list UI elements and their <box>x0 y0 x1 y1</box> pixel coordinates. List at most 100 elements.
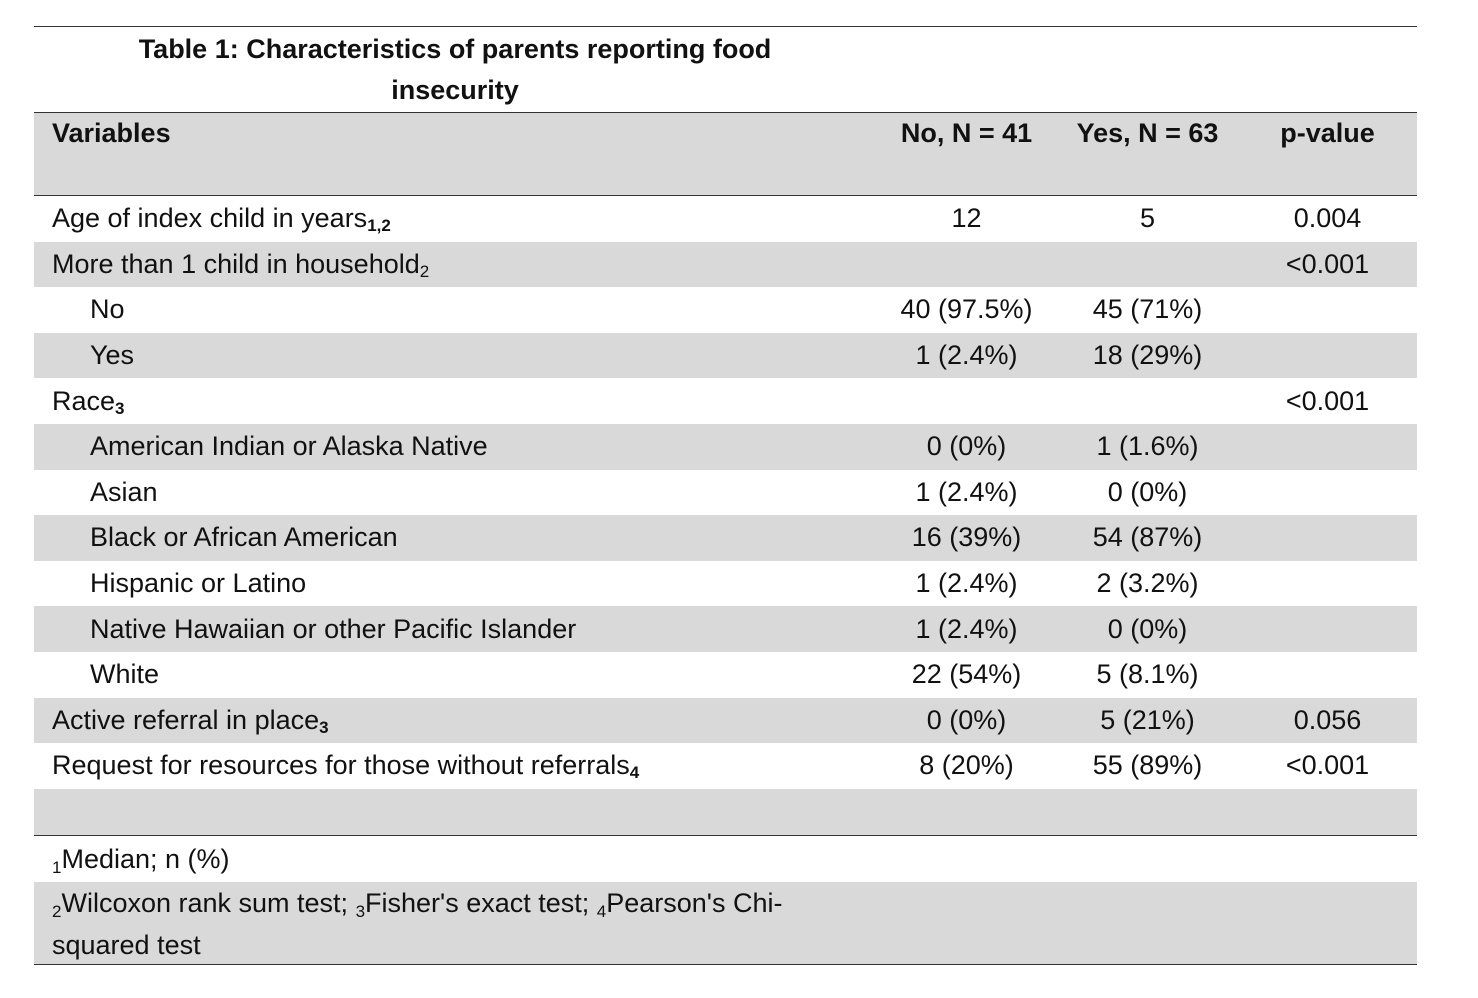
table-row: Black or African American 16 (39%) 54 (87%… <box>34 515 1417 561</box>
table-blank-row <box>34 788 1417 836</box>
footnote-2-mark: 2 <box>52 902 62 921</box>
footnote-2-text: Wilcoxon rank sum test; <box>61 888 356 918</box>
table-title-cell: Table 1: Characteristics of parents repo… <box>34 26 876 113</box>
table-row: Yes 1 (2.4%) 18 (29%) <box>34 332 1417 379</box>
row-p-value: <0.001 <box>1285 750 1370 781</box>
table-body: Age of index child in years1,2 12 5 0.004 Mo… <box>34 196 1417 789</box>
row-p-value <box>1238 470 1417 516</box>
row-variable-cell: American Indian or Alaska Native <box>34 423 876 470</box>
footnote-1-mark: 1 <box>52 858 62 877</box>
row-footnote-mark: 4 <box>629 763 640 783</box>
header-yes: Yes, N = 63 <box>1057 112 1238 196</box>
footnote-3-text: Fisher's exact test; <box>365 888 597 918</box>
footnote-4-mark: 4 <box>596 902 607 921</box>
row-variable-cell: More than 1 child in household2 <box>34 241 876 288</box>
row-no-value: 0 (0%) <box>876 697 1057 744</box>
row-variable-label: Request for resources for those without … <box>52 750 630 781</box>
row-no-value: 1 (2.4%) <box>876 606 1057 652</box>
row-yes-value: 45 (71%) <box>1092 294 1203 325</box>
row-variable-label: Active referral in place <box>52 704 320 735</box>
row-variable-label: More than 1 child in household <box>52 248 420 279</box>
row-footnote-mark: 2 <box>419 261 430 281</box>
row-variable-cell: Asian <box>34 470 876 516</box>
row-yes-value: 0 (0%) <box>1107 476 1188 507</box>
footnote-2: 2Wilcoxon rank sum test; 3Fisher's exact… <box>34 882 1417 965</box>
row-yes-value: 2 (3.2%) <box>1096 568 1199 599</box>
row-yes-value: 55 (89%) <box>1092 750 1203 781</box>
table-row: Hispanic or Latino 1 (2.4%) 2 (3.2%) <box>34 561 1417 607</box>
row-yes-value: 5 (8.1%) <box>1096 659 1199 690</box>
row-yes-value <box>1057 378 1238 424</box>
row-no-value: 1 (2.4%) <box>915 476 1018 507</box>
row-no-value: 8 (20%) <box>919 750 1014 781</box>
row-footnote-mark: 3 <box>319 717 329 737</box>
table-row: Request for resources for those without … <box>34 743 1417 789</box>
row-p-value <box>1238 561 1417 607</box>
row-yes-value: 18 (29%) <box>1057 332 1238 379</box>
row-no-value <box>876 241 1057 288</box>
row-no-value <box>876 378 1057 424</box>
row-p-value <box>1238 332 1417 379</box>
row-p-value: <0.001 <box>1285 385 1370 416</box>
table-row: Native Hawaiian or other Pacific Islande… <box>34 606 1417 652</box>
row-variable-cell: Hispanic or Latino <box>34 561 876 607</box>
row-variable-cell: Age of index child in years1,2 <box>34 196 876 242</box>
table-row: Age of index child in years1,2 12 5 0.004 <box>34 196 1417 242</box>
row-variable-label: Native Hawaiian or other Pacific Islande… <box>90 613 577 644</box>
row-variable-cell: White <box>34 652 876 698</box>
row-variable-label: Hispanic or Latino <box>90 568 307 599</box>
header-p-value: p-value <box>1238 112 1417 196</box>
footnote-1-text: Median; n (%) <box>61 844 230 874</box>
row-yes-value: 1 (1.6%) <box>1057 423 1238 470</box>
table-row: More than 1 child in household2 <0.001 <box>34 241 1417 288</box>
row-p-value <box>1238 287 1417 333</box>
row-variable-cell: Race3 <box>34 378 876 424</box>
characteristics-table: Table 1: Characteristics of parents repo… <box>34 26 1417 836</box>
row-p-value: 0.056 <box>1238 697 1417 744</box>
row-footnote-mark: 1,2 <box>367 216 391 236</box>
row-p-value: <0.001 <box>1238 241 1417 288</box>
table-row: No 40 (97.5%) 45 (71%) <box>34 287 1417 333</box>
row-footnote-mark: 3 <box>115 398 125 418</box>
row-yes-value: 5 <box>1139 203 1156 234</box>
row-variable-label: Yes <box>90 340 135 371</box>
footnote-3-mark: 3 <box>355 902 366 921</box>
row-variable-label: Black or African American <box>90 522 398 553</box>
table-row: Asian 1 (2.4%) 0 (0%) <box>34 470 1417 516</box>
row-no-value: 1 (2.4%) <box>915 568 1018 599</box>
row-p-value <box>1238 652 1417 698</box>
row-p-value <box>1238 423 1417 470</box>
row-no-value: 0 (0%) <box>876 423 1057 470</box>
table-row: Race3 <0.001 <box>34 378 1417 424</box>
footnote-4-text: Pearson's Chi-squared test <box>52 888 783 960</box>
row-variable-label: Age of index child in years <box>52 203 368 234</box>
row-no-value: 1 (2.4%) <box>876 332 1057 379</box>
characteristics-table-container: Table 1: Characteristics of parents repo… <box>34 26 1417 836</box>
table-row: White 22 (54%) 5 (8.1%) <box>34 652 1417 698</box>
row-variable-cell: Request for resources for those without … <box>34 743 876 789</box>
row-variable-cell: Black or African American <box>34 515 876 561</box>
row-no-value: 16 (39%) <box>876 515 1057 561</box>
header-variables: Variables <box>34 112 876 196</box>
table-title: Table 1: Characteristics of parents repo… <box>138 34 772 105</box>
row-p-value <box>1238 606 1417 652</box>
row-no-value: 22 (54%) <box>911 659 1022 690</box>
row-p-value: 0.004 <box>1293 203 1362 234</box>
row-yes-value <box>1057 241 1238 288</box>
row-no-value: 12 <box>951 203 982 234</box>
row-yes-value: 0 (0%) <box>1057 606 1238 652</box>
table-row: Active referral in place3 0 (0%) 5 (21%) 0.… <box>34 697 1417 744</box>
row-yes-value: 54 (87%) <box>1057 515 1238 561</box>
row-variable-label: American Indian or Alaska Native <box>90 431 488 462</box>
table-title-row: Table 1: Characteristics of parents repo… <box>34 26 1417 113</box>
row-variable-label: Race <box>52 385 116 416</box>
row-yes-value: 5 (21%) <box>1057 697 1238 744</box>
footnote-1: 1Median; n (%) <box>34 837 1417 882</box>
row-p-value <box>1238 515 1417 561</box>
row-variable-cell: Native Hawaiian or other Pacific Islande… <box>34 606 876 652</box>
row-no-value: 40 (97.5%) <box>900 294 1033 325</box>
footnote-2-text-block: 2Wilcoxon rank sum test; 3Fisher's exact… <box>52 882 852 966</box>
table-row: American Indian or Alaska Native 0 (0%) 1 … <box>34 423 1417 470</box>
header-no: No, N = 41 <box>876 112 1057 196</box>
row-variable-label: No <box>90 294 125 325</box>
